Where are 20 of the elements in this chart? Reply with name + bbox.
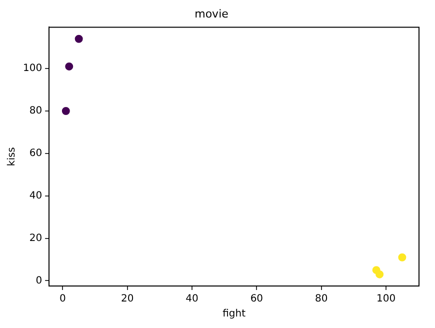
point	[398, 253, 406, 262]
x-axis-title: fight	[222, 308, 246, 320]
y-tick-label: 20	[29, 232, 42, 244]
y-tick-label: 80	[29, 106, 42, 117]
point	[62, 106, 70, 115]
x-tick-label: 60	[250, 294, 264, 305]
y-tick-label: 100	[22, 63, 42, 74]
x-tick-label: 20	[120, 294, 134, 305]
x-tick-label: 100	[376, 294, 396, 305]
x-tick-label: 80	[314, 294, 328, 305]
y-tick-label: 40	[29, 190, 42, 202]
y-tick-label: 60	[29, 148, 42, 160]
point	[376, 270, 384, 278]
y-axis-title: kiss	[6, 147, 18, 166]
point	[74, 34, 83, 43]
point	[65, 62, 74, 70]
y-tick-label: 0	[36, 275, 42, 286]
x-tick-label: 0	[59, 294, 66, 305]
x-tick-label: 40	[186, 294, 198, 305]
chart-title: movie	[194, 7, 229, 20]
